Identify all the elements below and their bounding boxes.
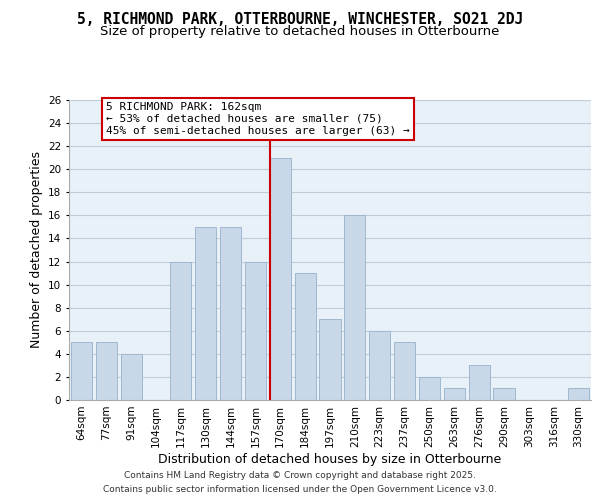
Bar bbox=[170, 262, 191, 400]
Bar bbox=[369, 331, 390, 400]
Bar bbox=[245, 262, 266, 400]
Bar bbox=[270, 158, 291, 400]
Bar bbox=[568, 388, 589, 400]
Bar bbox=[319, 319, 341, 400]
Bar bbox=[195, 227, 216, 400]
Bar bbox=[295, 273, 316, 400]
Bar bbox=[493, 388, 515, 400]
Text: 5, RICHMOND PARK, OTTERBOURNE, WINCHESTER, SO21 2DJ: 5, RICHMOND PARK, OTTERBOURNE, WINCHESTE… bbox=[77, 12, 523, 28]
Bar bbox=[394, 342, 415, 400]
Bar bbox=[71, 342, 92, 400]
Text: Contains public sector information licensed under the Open Government Licence v3: Contains public sector information licen… bbox=[103, 484, 497, 494]
Bar bbox=[220, 227, 241, 400]
Text: Contains HM Land Registry data © Crown copyright and database right 2025.: Contains HM Land Registry data © Crown c… bbox=[124, 472, 476, 480]
X-axis label: Distribution of detached houses by size in Otterbourne: Distribution of detached houses by size … bbox=[158, 452, 502, 466]
Bar bbox=[344, 216, 365, 400]
Bar bbox=[469, 366, 490, 400]
Bar bbox=[96, 342, 117, 400]
Bar bbox=[444, 388, 465, 400]
Text: 5 RICHMOND PARK: 162sqm
← 53% of detached houses are smaller (75)
45% of semi-de: 5 RICHMOND PARK: 162sqm ← 53% of detache… bbox=[106, 102, 410, 136]
Bar bbox=[419, 377, 440, 400]
Bar bbox=[121, 354, 142, 400]
Y-axis label: Number of detached properties: Number of detached properties bbox=[29, 152, 43, 348]
Text: Size of property relative to detached houses in Otterbourne: Size of property relative to detached ho… bbox=[100, 25, 500, 38]
